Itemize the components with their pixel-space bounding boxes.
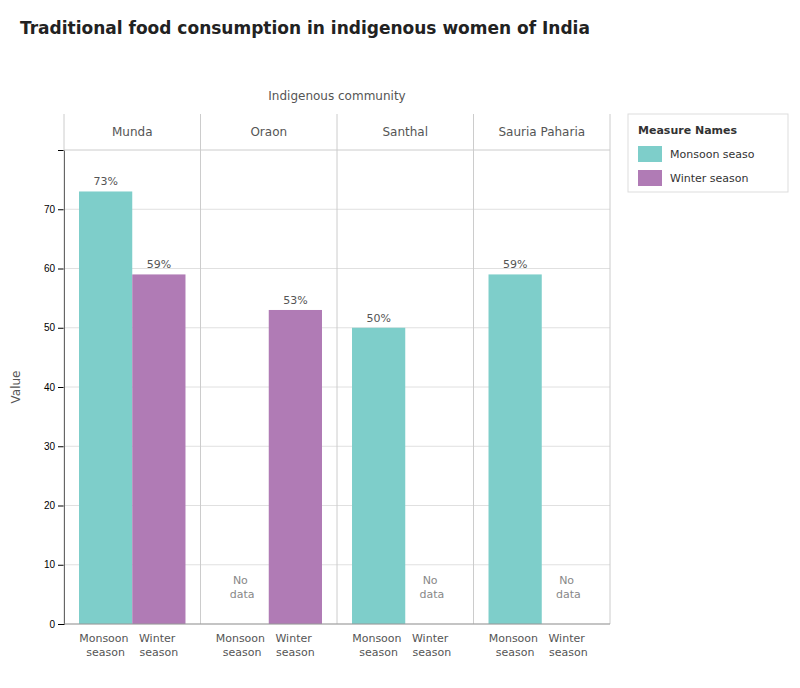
- x-tick-label: Winter season: [275, 632, 315, 659]
- divider: [200, 114, 201, 624]
- data-labels: 73% No data 50% 59% 59% 53% No data No data: [93, 175, 580, 601]
- y-tick-mark: [58, 328, 64, 329]
- divider: [473, 114, 474, 624]
- category-label: Munda: [112, 125, 153, 139]
- y-tick-label: 50: [44, 322, 56, 333]
- legend-swatch: [638, 146, 662, 162]
- y-tick: 20: [44, 500, 64, 511]
- category-label: Santhal: [382, 125, 428, 139]
- y-tick-label: 0: [49, 619, 55, 630]
- data-label: 59%: [147, 258, 171, 271]
- plot: 0 10 20 30 40 50 60 70 Value Indigenous community…: [9, 89, 610, 659]
- y-tick-label: 70: [44, 204, 56, 215]
- y-tick: 30: [44, 441, 64, 452]
- bar: [489, 274, 542, 624]
- x-tick-label: Winter season: [139, 632, 179, 659]
- legend-title: Measure Names: [638, 124, 737, 137]
- x-tick-label: Monsoon season: [489, 632, 542, 659]
- y-tick-label: 40: [44, 382, 56, 393]
- category-label: Sauria Paharia: [498, 125, 585, 139]
- y-tick-mark: [58, 624, 64, 625]
- y-tick: 10: [44, 559, 64, 570]
- legend-label: Monsoon seaso: [670, 148, 755, 161]
- data-label: 59%: [503, 258, 527, 271]
- legend-frame: [628, 114, 788, 192]
- bar: [269, 310, 322, 624]
- y-axis-title: Value: [9, 371, 23, 404]
- no-data-label: No data: [230, 574, 255, 601]
- bar: [132, 274, 185, 624]
- y-tick-mark: [58, 387, 64, 388]
- y-tick-mark: [58, 565, 64, 566]
- y-tick-label: 10: [44, 559, 56, 570]
- bars: [79, 191, 542, 624]
- grid-line: [64, 624, 610, 625]
- y-tick: 70: [44, 204, 64, 215]
- bar: [79, 191, 132, 624]
- data-label: 50%: [366, 312, 390, 325]
- legend-label: Winter season: [670, 172, 748, 185]
- y-tick-mark: [58, 209, 64, 210]
- x-tick-label: Winter season: [548, 632, 588, 659]
- legend: Measure Names Monsoon seaso Winter season: [628, 114, 788, 192]
- x-tick-label: Winter season: [412, 632, 452, 659]
- y-tick-label: 20: [44, 500, 56, 511]
- x-axis-title: Indigenous community: [268, 89, 405, 103]
- y-tick-label: 60: [44, 263, 56, 274]
- no-data-label: No data: [419, 574, 444, 601]
- y-axis: 0 10 20 30 40 50 60 70: [44, 151, 65, 630]
- divider: [610, 114, 611, 624]
- data-label: 53%: [283, 294, 307, 307]
- divider: [337, 114, 338, 624]
- legend-swatch: [638, 170, 662, 186]
- y-tick-mark: [58, 269, 64, 270]
- y-tick: 50: [44, 322, 64, 333]
- data-label: 73%: [93, 175, 117, 188]
- y-tick: 0: [49, 619, 64, 630]
- title: Traditional food consumption in indigeno…: [20, 18, 590, 38]
- y-tick-label: 30: [44, 441, 56, 452]
- category-label: Oraon: [250, 125, 287, 139]
- y-tick-mark: [58, 506, 64, 507]
- x-tick-label: Monsoon season: [216, 632, 269, 659]
- x-tick-label: Monsoon season: [352, 632, 405, 659]
- x-tick-label: Monsoon season: [79, 632, 132, 659]
- bar: [352, 328, 405, 624]
- y-tick-mark: [58, 446, 64, 447]
- y-tick: 60: [44, 263, 64, 274]
- chart: Traditional food consumption in indigeno…: [0, 0, 800, 688]
- divider: [64, 114, 65, 624]
- no-data-label: No data: [556, 574, 581, 601]
- x-axis-line: [64, 624, 610, 625]
- y-tick: 40: [44, 382, 64, 393]
